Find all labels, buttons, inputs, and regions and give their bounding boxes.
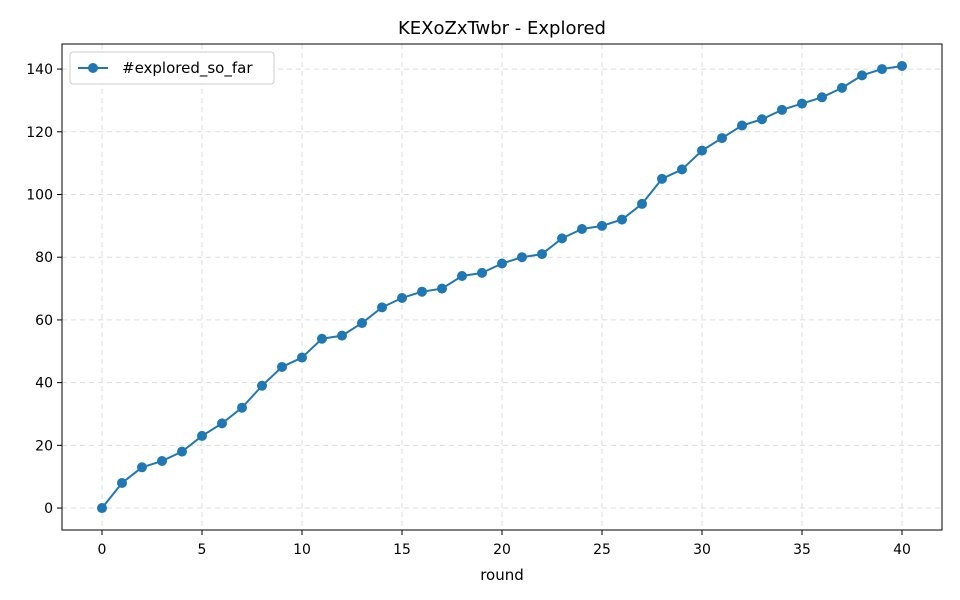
data-point [137,462,147,473]
x-tick-label: 35 [793,542,811,558]
chart-title: KEXoZxTwbr - Explored [398,18,606,39]
data-point [217,418,227,429]
data-point [477,267,487,278]
data-point [657,173,667,184]
data-point [117,477,127,488]
series-layer [97,60,907,514]
data-point [857,70,867,81]
data-point [577,223,587,234]
data-point [597,220,607,231]
y-tick-label: 80 [35,250,53,266]
axes: 0 5 10 15 20 25 30 35 40 0 20 40 60 80 100 120 140 [26,62,911,558]
data-point [257,380,267,391]
x-tick-label: 15 [393,542,411,558]
y-tick-label: 20 [35,438,53,454]
data-point [877,64,887,75]
data-point [557,233,567,244]
data-point [417,286,427,297]
grid [62,44,942,530]
x-tick-label: 10 [293,542,311,558]
data-point [357,318,367,329]
data-point [837,82,847,93]
data-point [797,98,807,109]
data-point [237,402,247,413]
y-tick-label: 0 [44,501,53,517]
data-point [297,352,307,363]
data-point [457,271,467,282]
data-point [517,252,527,263]
x-tick-label: 25 [593,542,611,558]
y-tick-label: 60 [35,313,53,329]
data-point [537,249,547,260]
legend-label: #explored_so_far [122,59,253,78]
data-point [317,333,327,344]
y-tick-label: 40 [35,376,53,392]
x-tick-label: 0 [98,542,107,558]
legend-box [69,51,275,85]
x-tick-label: 20 [493,542,511,558]
x-tick-label: 40 [893,542,911,558]
data-point [777,104,787,115]
data-point [617,214,627,225]
y-tick-label: 120 [26,125,53,141]
legend-marker-swatch [88,63,98,73]
data-point [437,283,447,294]
data-point [177,446,187,457]
y-tick-label: 140 [26,62,53,78]
data-point [337,330,347,341]
x-tick-label: 5 [198,542,207,558]
data-point [717,133,727,144]
y-tick-label: 100 [26,188,53,204]
legend: #explored_so_far [69,51,275,85]
data-point [637,198,647,209]
data-point [97,503,107,514]
data-point [397,292,407,303]
x-tick-label: 30 [693,542,711,558]
data-point [197,430,207,441]
data-point [497,258,507,269]
data-point [817,92,827,103]
data-point [277,361,287,372]
data-point [897,60,907,71]
x-axis-label: round [480,566,524,584]
data-point [697,145,707,156]
data-point [677,164,687,175]
data-point [757,114,767,125]
data-point [157,456,167,467]
data-point [737,120,747,131]
data-point [377,302,387,313]
